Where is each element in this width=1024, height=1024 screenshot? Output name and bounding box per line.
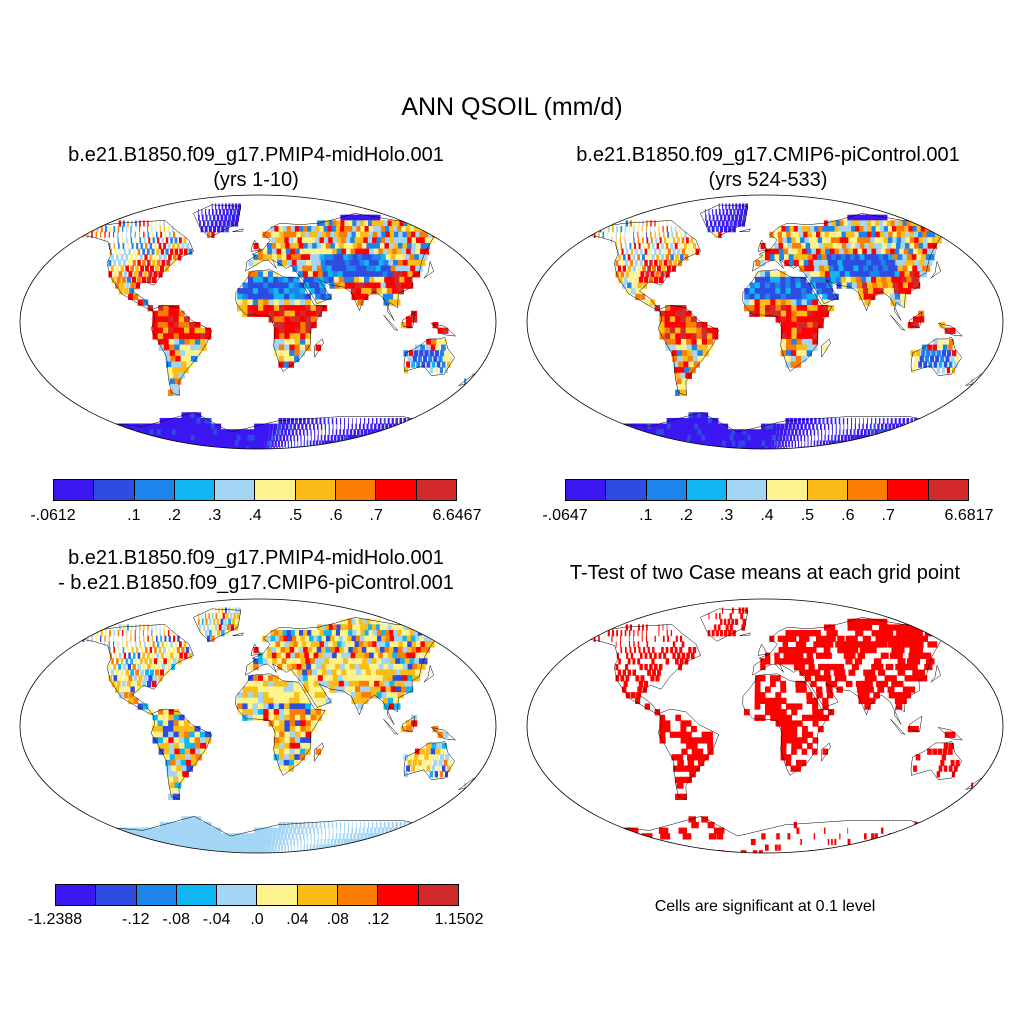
colorbar-tick-label: .6 bbox=[841, 507, 855, 524]
colorbar-swatch bbox=[217, 885, 258, 905]
colorbar-swatch bbox=[686, 480, 728, 500]
panel-title-line1: b.e21.B1850.f09_g17.PMIP4-midHolo.001 bbox=[68, 547, 444, 569]
colorbar-swatch bbox=[376, 480, 417, 500]
colorbar-swatch bbox=[255, 480, 296, 500]
colorbar-tick-label: -1.2388 bbox=[27, 911, 83, 928]
land-cells bbox=[585, 203, 982, 449]
colorbar-swatch bbox=[807, 480, 849, 500]
figure-title: ANN QSOIL (mm/d) bbox=[401, 93, 623, 121]
colorbar-tick-label: -.12 bbox=[122, 911, 150, 928]
coastlines bbox=[584, 204, 986, 449]
colorbar-swatch bbox=[56, 885, 97, 905]
colorbar-swatch bbox=[136, 885, 177, 905]
panel-title-line1: b.e21.B1850.f09_g17.CMIP6-piControl.001 bbox=[576, 144, 960, 166]
colorbar-tick-label: .5 bbox=[288, 507, 303, 524]
colorbar-midholo bbox=[53, 479, 457, 501]
land-cells bbox=[78, 203, 475, 449]
colorbar-swatch bbox=[378, 885, 419, 905]
colorbar-swatch bbox=[888, 480, 929, 500]
colorbar-tick-label: 6.6467 bbox=[432, 507, 482, 524]
map-border bbox=[526, 194, 1004, 450]
colorbar-tick-label: -.0612 bbox=[30, 507, 76, 524]
colorbar-tick-label: .7 bbox=[881, 507, 895, 524]
panel-title-ttest: T-Test of two Case means at each grid po… bbox=[569, 562, 961, 584]
colorbar-labels-picontrol: -.0647 .1 .2 .3 .4 .5 .6 .7 6.6817 bbox=[542, 507, 993, 527]
colorbar-tick-label: .12 bbox=[367, 911, 390, 928]
map-border bbox=[19, 598, 497, 854]
colorbar-swatch bbox=[646, 480, 687, 500]
colorbar-swatch bbox=[295, 480, 337, 500]
colorbar-swatch bbox=[928, 480, 968, 500]
colorbar-tick-label: .4 bbox=[760, 507, 774, 524]
colorbar-swatch bbox=[606, 480, 647, 500]
colorbar-tick-label: 6.6817 bbox=[944, 507, 994, 524]
colorbar-tick-label: .3 bbox=[719, 507, 734, 524]
colorbar-swatch bbox=[134, 480, 175, 500]
colorbar-labels-difference: -1.2388 -.12 -.08 -.04 .0 .04 .08 .12 1.1502 bbox=[28, 911, 484, 931]
coastlines bbox=[77, 608, 479, 853]
colorbar-tick-label: .04 bbox=[286, 911, 309, 928]
colorbar-swatch bbox=[215, 480, 256, 500]
panel-title-line2: - b.e21.B1850.f09_g17.CMIP6-piControl.00… bbox=[58, 572, 454, 594]
colorbar-tick-label: .1 bbox=[639, 507, 653, 524]
colorbar-labels-midholo: -.0612 .1 .2 .3 .4 .5 .6 .7 6.6467 bbox=[30, 507, 481, 527]
panel-title-midholo: b.e21.B1850.f09_g17.PMIP4-midHolo.001 (y… bbox=[16, 143, 496, 193]
map-ttest bbox=[526, 598, 1004, 854]
land-cells bbox=[78, 607, 475, 853]
colorbar-picontrol bbox=[565, 479, 969, 501]
colorbar-tick-label: .1 bbox=[127, 507, 141, 524]
colorbar-swatch bbox=[727, 480, 768, 500]
colorbar-swatch bbox=[416, 480, 456, 500]
panel-title-picontrol: b.e21.B1850.f09_g17.CMIP6-piControl.001 … bbox=[528, 143, 1008, 193]
panel-title-line2: (yrs 524-533) bbox=[708, 169, 828, 191]
significance-note: Cells are significant at 0.1 level bbox=[654, 898, 876, 915]
colorbar-tick-label: .4 bbox=[248, 507, 262, 524]
colorbar-tick-label: .2 bbox=[679, 507, 693, 524]
map-difference bbox=[19, 598, 497, 854]
map-border bbox=[19, 194, 497, 450]
colorbar-tick-label: .5 bbox=[800, 507, 815, 524]
colorbar-swatch bbox=[257, 885, 298, 905]
land-cells bbox=[590, 607, 974, 853]
colorbar-tick-label: .0 bbox=[250, 911, 264, 928]
colorbar-swatch bbox=[338, 885, 379, 905]
coastlines bbox=[584, 608, 986, 853]
colorbar-tick-label: -.08 bbox=[162, 911, 190, 928]
panel-title-line2: (yrs 1-10) bbox=[213, 169, 299, 191]
colorbar-tick-label: .6 bbox=[329, 507, 343, 524]
coastlines bbox=[77, 204, 479, 449]
colorbar-swatch bbox=[848, 480, 889, 500]
colorbar-swatch bbox=[176, 885, 218, 905]
colorbar-tick-label: -.04 bbox=[202, 911, 231, 928]
colorbar-swatch bbox=[54, 480, 95, 500]
panel-title-line1: b.e21.B1850.f09_g17.PMIP4-midHolo.001 bbox=[68, 144, 444, 166]
colorbar-tick-label: 1.1502 bbox=[434, 911, 484, 928]
colorbar-tick-label: .08 bbox=[326, 911, 349, 928]
colorbar-swatch bbox=[336, 480, 377, 500]
map-picontrol bbox=[526, 194, 1004, 450]
colorbar-swatch bbox=[174, 480, 216, 500]
colorbar-swatch bbox=[297, 885, 339, 905]
colorbar-tick-label: .3 bbox=[207, 507, 222, 524]
colorbar-swatch bbox=[418, 885, 458, 905]
map-midholo bbox=[19, 194, 497, 450]
panel-title-difference: b.e21.B1850.f09_g17.PMIP4-midHolo.001 - … bbox=[16, 546, 496, 596]
colorbar-swatch bbox=[94, 480, 135, 500]
colorbar-swatch bbox=[566, 480, 607, 500]
colorbar-difference bbox=[55, 884, 459, 906]
colorbar-tick-label: .7 bbox=[369, 507, 383, 524]
colorbar-tick-label: .2 bbox=[167, 507, 181, 524]
colorbar-swatch bbox=[767, 480, 808, 500]
colorbar-tick-label: -.0647 bbox=[542, 507, 588, 524]
map-border bbox=[526, 598, 1004, 854]
colorbar-swatch bbox=[96, 885, 137, 905]
